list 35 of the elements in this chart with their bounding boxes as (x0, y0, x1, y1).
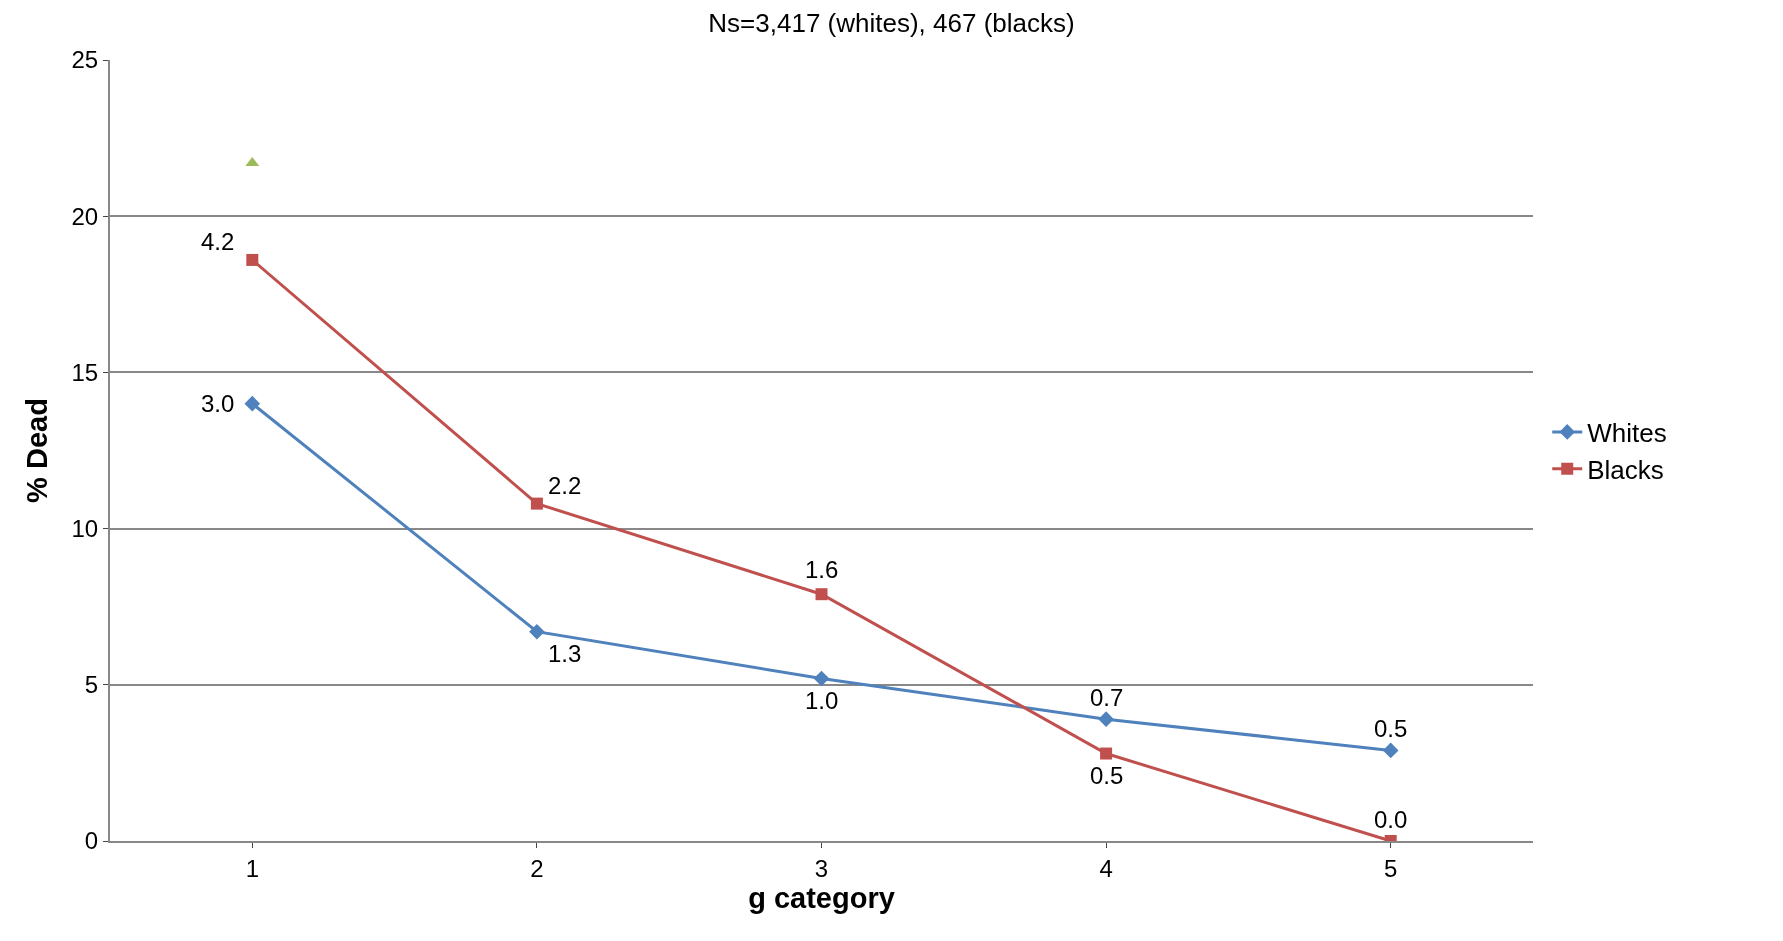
point (1100, 747, 1113, 760)
legend-label: Blacks (1587, 454, 1664, 485)
annotation: 4.2 (201, 228, 235, 255)
point (813, 670, 830, 687)
annotation: 1.0 (805, 687, 839, 714)
annotation: 0.5 (1090, 762, 1124, 789)
annotation: 0.7 (1090, 684, 1124, 711)
y-tick-label: 20 (71, 202, 99, 230)
point (529, 623, 545, 640)
annotation: 0.5 (1374, 715, 1408, 742)
annotation: 1.3 (548, 640, 582, 667)
point (530, 497, 543, 510)
y-tick-label: 0 (84, 827, 99, 855)
y-tick-label: 10 (71, 515, 99, 542)
y-axis-title: % Dead (21, 398, 54, 503)
x-axis-title: g category (748, 881, 895, 914)
legend-label: Whites (1587, 418, 1667, 449)
x-tick-label: 2 (530, 854, 544, 882)
x-tick-label: 4 (1099, 854, 1113, 882)
point (244, 395, 261, 412)
x-tick-label: 3 (814, 854, 829, 882)
y-tick-label: 5 (84, 671, 99, 699)
point (815, 588, 828, 601)
x-tick-label: 5 (1384, 854, 1398, 882)
annotation: 3.0 (201, 390, 235, 417)
annotation: 2.2 (548, 472, 582, 499)
annotation: 1.6 (805, 556, 839, 583)
y-tick-label: 25 (71, 46, 99, 74)
y-tick-label: 15 (71, 358, 99, 386)
point (246, 253, 259, 266)
point (1382, 742, 1399, 759)
point (1098, 711, 1114, 727)
x-tick-label: 1 (245, 854, 259, 882)
annotation: 0.0 (1374, 806, 1408, 833)
chart-title: Ns=3,417 (whites), 467 (blacks) (708, 8, 1075, 39)
